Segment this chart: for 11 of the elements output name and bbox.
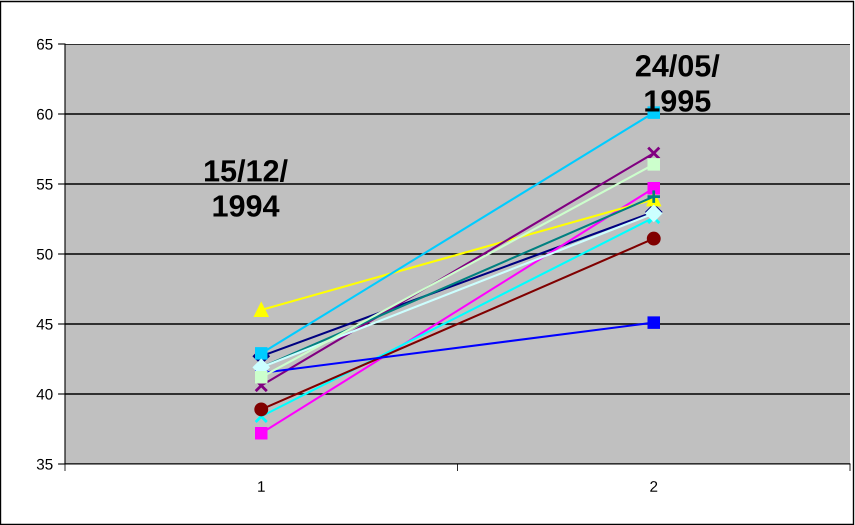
annotation: 24/05/ 1995 [636,54,720,112]
y-tick-label: 50 [36,248,53,260]
x-tick-label: 1 [258,481,265,492]
y-tick-label: 45 [36,319,53,330]
y-tick-label: 40 [36,388,53,400]
x-tick-label: 2 [650,481,658,492]
annotation: 15/12/ 1994 [205,159,288,217]
y-tick-label: 55 [36,179,53,190]
y-tick-label: 60 [36,108,53,120]
y-tick-label: 65 [36,38,53,50]
y-tick-label: 35 [36,458,53,470]
